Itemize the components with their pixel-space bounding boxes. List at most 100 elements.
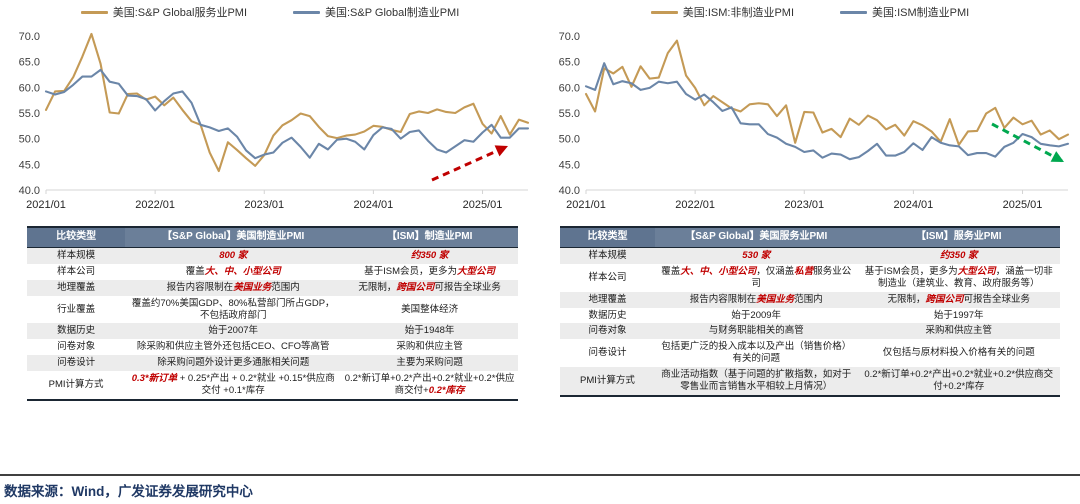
- y-axis-tick-label: 45.0: [559, 159, 580, 171]
- table-row: 问卷对象 与财务职能相关的高管 采购和供应主管: [560, 323, 1060, 340]
- legend-label-ism-nonmanufacturing: 美国:ISM:非制造业PMI: [682, 7, 795, 19]
- cell-text: 包括更广泛的投入成本以及产出（销售价格）有关的问题: [661, 341, 852, 365]
- cell-ism: 始于1997年: [857, 307, 1060, 324]
- cell-text: 采购和供应主管: [925, 325, 992, 337]
- charts-region: 美国:S&P Global服务业PMI 美国:S&P Global制造业PMI …: [0, 0, 1080, 226]
- cell-sp-global: 始于2007年: [125, 323, 342, 340]
- cell-text: 主要为采购问题: [396, 357, 463, 369]
- cell-text: 始于1997年: [933, 309, 984, 321]
- row-label: 地理覆盖: [560, 291, 655, 308]
- table-header-row: 比较类型 【S&P Global】美国服务业PMI 【ISM】服务业PMI: [560, 226, 1060, 248]
- y-axis-tick-label: 60.0: [19, 82, 40, 94]
- y-axis-tick-label: 50.0: [559, 134, 580, 146]
- cell-ism: 基于ISM会员，更多为大型公司: [341, 263, 518, 280]
- column-header-1: 【S&P Global】美国制造业PMI: [125, 226, 342, 248]
- y-axis-tick-label: 70.0: [559, 31, 580, 43]
- legend-swatch-blue: [840, 10, 868, 14]
- table-row: 样本规模 800 家 约350 家: [27, 247, 518, 264]
- cell-text: 覆盖: [661, 265, 681, 277]
- y-axis-tick-label: 55.0: [19, 108, 40, 120]
- chart-legend-left: 美国:S&P Global服务业PMI 美国:S&P Global制造业PMI: [0, 0, 540, 22]
- series-line-blue: [584, 62, 1070, 161]
- series-line-gold: [584, 39, 1070, 146]
- highlighted-text: 0.2*库存: [428, 384, 465, 396]
- cell-ism: 主要为采购问题: [341, 355, 518, 371]
- table-body: 样本规模 530 家 约350 家样本公司 覆盖大、中、小型公司，仅涵盖私营服务业公司…: [560, 247, 1060, 397]
- figure-footer: 数据来源：Wind，广发证券发展研究中心: [0, 474, 1080, 504]
- cell-sp-global: 报告内容限制在美国业务范围内: [655, 291, 858, 308]
- highlighted-text: 0.3*新订单: [131, 373, 178, 384]
- column-header-0: 比较类型: [560, 226, 655, 248]
- column-header-2: 【ISM】服务业PMI: [857, 226, 1060, 248]
- row-label: 数据历史: [560, 307, 655, 324]
- cell-text: + 0.25*产出 + 0.2*就业 +0.15*供应商交付 +0.1*库存: [177, 373, 335, 396]
- column-header-2: 【ISM】制造业PMI: [341, 226, 518, 248]
- cell-ism: 始于1948年: [341, 323, 518, 340]
- cell-text: 仅包括与原材料投入价格有关的问题: [882, 347, 1035, 359]
- cell-text: 覆盖: [185, 265, 205, 277]
- row-label: 问卷对象: [27, 339, 126, 356]
- chart-legend-right: 美国:ISM:非制造业PMI 美国:ISM制造业PMI: [540, 0, 1080, 22]
- row-label: 数据历史: [27, 323, 126, 340]
- cell-ism: 基于ISM会员，更多为大型公司，涵盖一切非制造业（建筑业、教育、政府服务等）: [857, 263, 1060, 292]
- row-label: 问卷设计: [27, 355, 126, 371]
- cell-sp-global: 覆盖大、中、小型公司: [125, 263, 342, 280]
- arrow-head: [1050, 151, 1064, 162]
- arrow-shaft: [431, 144, 509, 182]
- legend-item-ism-nonmanufacturing: 美国:ISM:非制造业PMI: [650, 4, 795, 20]
- line-chart-ism: 40.0 45.0 50.0 55.0 60.0 65.0 70.0 2021/01 2022/…: [559, 31, 1070, 211]
- highlighted-text: 大、中、小型公司: [680, 265, 757, 277]
- table-row: 样本公司 覆盖大、中、小型公司，仅涵盖私营服务业公司 基于ISM会员，更多为大型公司…: [560, 263, 1060, 292]
- chart-panel-ism: 美国:ISM:非制造业PMI 美国:ISM制造业PMI 40.0 45.0 50.0…: [540, 0, 1080, 226]
- cell-text: 报告内容限制在: [166, 281, 234, 293]
- table-row: 数据历史 始于2009年 始于1997年: [560, 307, 1060, 324]
- cell-text: 始于1948年: [404, 325, 455, 337]
- y-axis-tick-label: 60.0: [559, 82, 580, 94]
- footer-divider: [0, 474, 1080, 476]
- table-row: 地理覆盖 报告内容限制在美国业务范围内 无限制，跨国公司可报告全球业务: [560, 291, 1060, 308]
- table-row: 数据历史 始于2007年 始于1948年: [27, 323, 518, 340]
- cell-text: 无限制，: [887, 293, 926, 305]
- chart-panel-sp-global: 美国:S&P Global服务业PMI 美国:S&P Global制造业PMI …: [0, 0, 540, 226]
- highlighted-text: 800 家: [219, 250, 248, 261]
- cell-text: 可报告全球业务: [434, 281, 501, 293]
- cell-text: 0.2*新订单+0.2*产出+0.2*就业+0.2*供应商交付+0.2*库存: [864, 369, 1054, 392]
- cell-text: 服务业公司: [751, 265, 852, 289]
- cell-sp-global: 报告内容限制在美国业务范围内: [125, 279, 342, 296]
- highlighted-text: 美国业务: [756, 293, 795, 305]
- x-axis-tick-label: 2022/01: [135, 199, 175, 211]
- x-axis-tick-label: 2023/01: [784, 199, 824, 211]
- cell-text: 可报告全球业务: [963, 293, 1031, 305]
- highlighted-text: 大型公司: [457, 265, 496, 277]
- cell-text: 无限制，: [358, 281, 397, 293]
- cell-text: 与财务职能相关的高管: [708, 325, 804, 337]
- series-line-gold: [44, 32, 530, 173]
- cell-text: 除采购问题外设计更多通胀相关问题: [157, 357, 310, 369]
- comparison-table-services: 比较类型 【S&P Global】美国服务业PMI 【ISM】服务业PMI 样本规模…: [560, 226, 1060, 397]
- x-axis-tick-label: 2025/01: [463, 199, 503, 211]
- x-axis-tick-label: 2021/01: [26, 199, 66, 211]
- cell-sp-global: 覆盖大、中、小型公司，仅涵盖私营服务业公司: [655, 263, 858, 292]
- line-chart-sp-global: 40.0 45.0 50.0 55.0 60.0 65.0 70.0 2021/01 2022/…: [19, 31, 530, 211]
- legend-label-sp-manufacturing: 美国:S&P Global制造业PMI: [325, 7, 460, 19]
- row-label: 样本规模: [27, 247, 126, 264]
- x-axis-tick-label: 2022/01: [675, 199, 715, 211]
- y-axis-tick-label: 50.0: [19, 134, 40, 146]
- table-row: 地理覆盖 报告内容限制在美国业务范围内 无限制，跨国公司可报告全球业务: [27, 279, 518, 296]
- cell-ism: 约350 家: [341, 247, 518, 264]
- legend-swatch-blue: [293, 10, 320, 14]
- cell-text: 始于2009年: [731, 309, 782, 321]
- cell-ism: 0.2*新订单+0.2*产出+0.2*就业+0.2*供应商交付+0.2*库存: [857, 367, 1060, 397]
- cell-text: 范围内: [271, 281, 300, 293]
- row-label: 样本公司: [560, 263, 655, 292]
- row-label: PMI计算方式: [27, 371, 126, 401]
- cell-sp-global: 除采购问题外设计更多通胀相关问题: [125, 355, 342, 371]
- cell-ism: 无限制，跨国公司可报告全球业务: [341, 279, 518, 296]
- cell-text: 0.2*新订单+0.2*产出+0.2*就业+0.2*供应商交付+: [344, 373, 515, 396]
- cell-ism: 0.2*新订单+0.2*产出+0.2*就业+0.2*供应商交付+0.2*库存: [341, 371, 518, 401]
- cell-text: ，仅涵盖: [756, 265, 795, 277]
- cell-sp-global: 800 家: [125, 247, 342, 264]
- legend-swatch-gold: [80, 10, 108, 14]
- y-axis-tick-label: 45.0: [19, 159, 40, 171]
- highlighted-text: 大型公司: [957, 265, 996, 277]
